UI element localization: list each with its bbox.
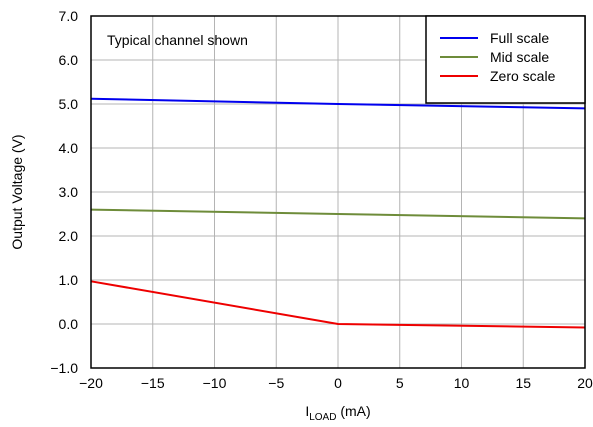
x-tick-label: −10 xyxy=(203,375,227,391)
x-tick-label: 5 xyxy=(396,375,404,391)
x-tick-label: −5 xyxy=(268,375,284,391)
x-axis-label-unit: (mA) xyxy=(336,403,370,419)
y-tick-label: 1.0 xyxy=(59,272,79,288)
y-tick-label: 3.0 xyxy=(59,184,79,200)
x-tick-label: 10 xyxy=(454,375,470,391)
x-tick-label: −20 xyxy=(79,375,103,391)
legend-label-full-scale: Full scale xyxy=(490,30,549,46)
series-lines xyxy=(90,97,586,329)
x-tick-labels: −20 −15 −10 −5 0 5 10 15 20 xyxy=(79,375,593,391)
x-axis-label-main: I xyxy=(305,403,309,419)
series-line-full-scale xyxy=(90,97,586,110)
x-tick-label: 20 xyxy=(577,375,593,391)
x-tick-label: −15 xyxy=(141,375,165,391)
y-tick-label: 7.0 xyxy=(59,8,79,24)
x-tick-label: 0 xyxy=(334,375,342,391)
legend: Full scale Mid scale Zero scale xyxy=(425,15,586,104)
series-line-zero-scale xyxy=(90,280,586,329)
annotation-typical-channel: Typical channel shown xyxy=(107,32,248,48)
legend-label-mid-scale: Mid scale xyxy=(490,49,549,65)
y-tick-label: 6.0 xyxy=(59,52,79,68)
y-tick-label: 4.0 xyxy=(59,140,79,156)
legend-label-zero-scale: Zero scale xyxy=(490,68,556,84)
plot-area-frame xyxy=(90,15,586,369)
series-line-mid-scale xyxy=(90,208,586,220)
legend-box xyxy=(425,15,586,104)
x-axis-label: ILOAD (mA) xyxy=(305,403,370,423)
y-tick-label: 0.0 xyxy=(59,316,79,332)
x-axis-label-subscript: LOAD xyxy=(309,412,336,423)
y-tick-label: −1.0 xyxy=(50,360,78,376)
y-axis-label: Output Voltage (V) xyxy=(9,134,25,249)
y-tick-label: 2.0 xyxy=(59,228,79,244)
x-tick-label: 15 xyxy=(515,375,531,391)
y-tick-labels: −1.0 0.0 1.0 2.0 3.0 4.0 5.0 6.0 7.0 xyxy=(50,8,78,376)
y-tick-label: 5.0 xyxy=(59,96,79,112)
